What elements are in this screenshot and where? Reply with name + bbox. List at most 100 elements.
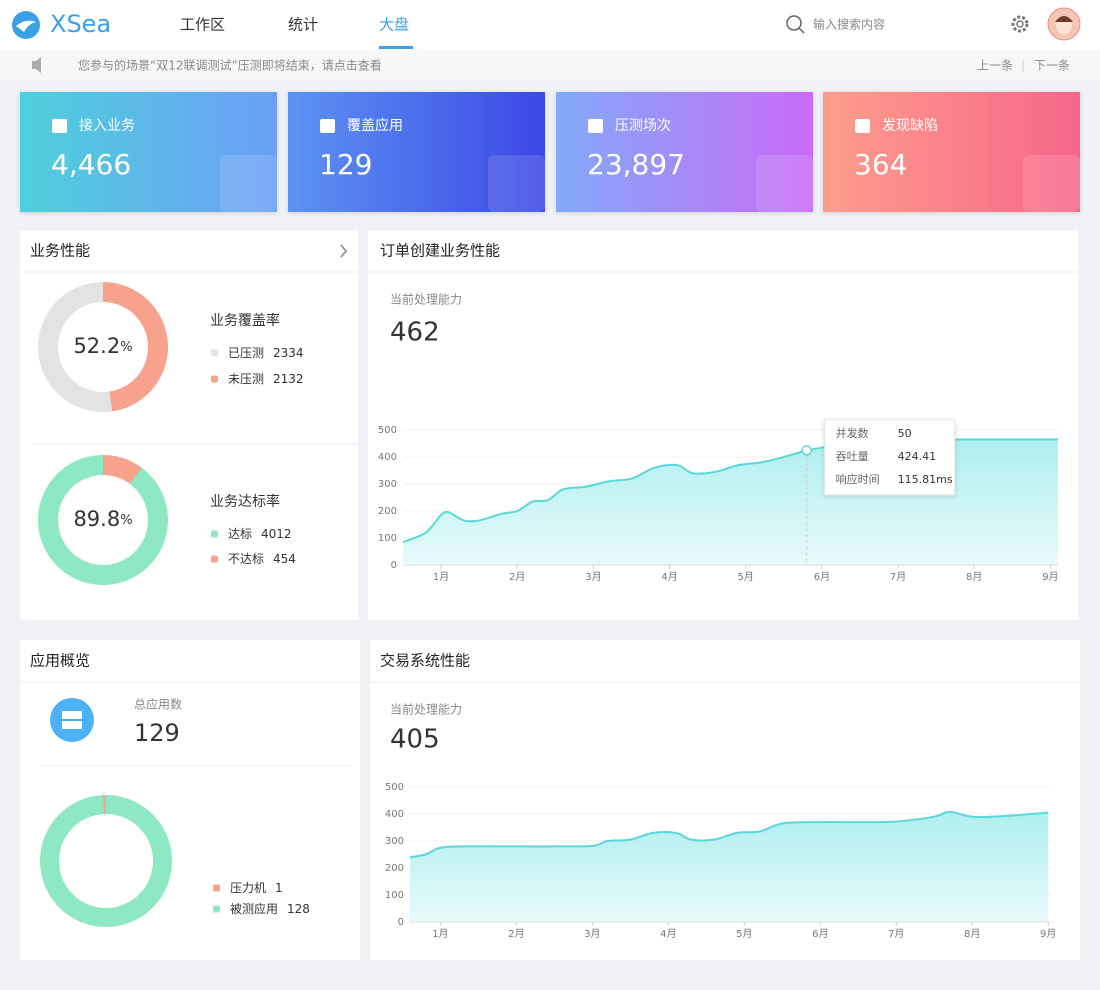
x-tick-label: 5月 (736, 928, 752, 940)
donut-segment (102, 795, 106, 815)
x-tick-label: 1月 (432, 928, 448, 940)
stat-value: 4,466 (51, 148, 131, 181)
legend-entry: 已压测 2334 (228, 346, 304, 360)
legend-entry: 达标 4012 (228, 527, 292, 541)
percent-unit: % (120, 340, 132, 355)
speaker-icon (32, 57, 41, 73)
y-tick-label: 400 (385, 809, 404, 820)
app-icon-glyph (62, 711, 82, 719)
card-bg-icon (488, 155, 545, 212)
x-tick-label: 5月 (738, 571, 754, 583)
stat-label: 发现缺陷 (882, 118, 938, 134)
hover-point (801, 445, 812, 456)
search-icon[interactable] (786, 15, 802, 31)
percent: 89.8 (73, 507, 120, 531)
x-tick-label: 3月 (585, 571, 601, 583)
search-input[interactable]: 输入搜索内容 (813, 17, 885, 32)
legend-value: 1 (275, 881, 283, 895)
y-tick-label: 300 (385, 836, 404, 847)
y-tick-label: 0 (398, 917, 404, 928)
x-tick-label: 6月 (814, 571, 830, 583)
stat-label: 压测场次 (615, 118, 671, 134)
stat-label: 覆盖应用 (347, 117, 403, 134)
app-icon-glyph (62, 721, 82, 729)
legend-swatch (211, 530, 218, 538)
logo: XSea (50, 10, 111, 38)
percent-unit: % (120, 513, 132, 528)
nav-item[interactable]: 统计 (288, 16, 318, 34)
donut-center: 89.8% (73, 507, 132, 531)
card-bg-icon (756, 155, 813, 212)
x-tick-label: 9月 (1042, 571, 1058, 583)
legend-value: 4012 (261, 527, 292, 541)
avatar-hair (1055, 16, 1073, 22)
notice-text[interactable]: 您参与的场景“双12联调测试”压测即将结束，请点击查看 (78, 58, 382, 73)
area-fill (410, 811, 1049, 922)
x-tick-label: 3月 (584, 928, 600, 940)
panel-title: 业务性能 (30, 242, 90, 260)
nav-item-active[interactable]: 大盘 (379, 16, 409, 34)
header (0, 0, 1100, 50)
legend-swatch (213, 905, 220, 913)
next-link[interactable]: 下一条 (1034, 59, 1070, 73)
x-tick-label: 7月 (890, 571, 906, 583)
x-tick-label: 4月 (661, 571, 677, 583)
tooltip-label: 吞吐量 (836, 450, 869, 463)
legend-swatch (211, 555, 218, 563)
metric-label: 当前处理能力 (390, 702, 462, 717)
legend-swatch (211, 349, 218, 357)
legend-entry: 压力机 1 (230, 881, 283, 895)
x-tick-label: 7月 (888, 928, 904, 940)
y-tick-label: 500 (385, 782, 404, 793)
legend-entry: 不达标 454 (228, 552, 296, 566)
settings-icon (1016, 20, 1024, 28)
donut-segment (103, 455, 142, 484)
donut-segment (38, 282, 113, 412)
stat-card (20, 92, 277, 212)
legend-title: 业务覆盖率 (210, 312, 280, 329)
tooltip-label: 响应时间 (836, 472, 880, 486)
settings-icon[interactable] (1011, 15, 1029, 33)
stat-label: 接入业务 (79, 117, 135, 134)
y-tick-label: 300 (378, 479, 397, 490)
prev-link[interactable]: 上一条 (977, 59, 1013, 73)
legend-swatch (211, 375, 218, 383)
percent: 52.2 (73, 334, 120, 358)
card-icon (588, 119, 603, 133)
legend-title: 业务达标率 (210, 493, 280, 510)
card-bg-icon (220, 155, 277, 212)
legend-name: 不达标 (228, 552, 264, 566)
stat-card (288, 92, 545, 212)
legend-value: 454 (273, 552, 296, 566)
x-tick-label: 8月 (964, 928, 980, 940)
nav-item[interactable]: 工作区 (180, 16, 225, 34)
stat-card (556, 92, 813, 212)
stat-value: 364 (854, 148, 907, 181)
x-tick-label: 2月 (509, 571, 525, 583)
chevron[interactable] (340, 244, 347, 258)
tooltip-label: 并发数 (836, 426, 869, 440)
y-tick-label: 400 (378, 452, 397, 463)
legend-name: 达标 (228, 527, 252, 541)
card-icon (52, 119, 67, 133)
panel-title: 交易系统性能 (380, 652, 470, 670)
x-tick-label: 6月 (812, 928, 828, 940)
x-tick-label: 1月 (433, 571, 449, 583)
y-tick-label: 200 (385, 863, 404, 874)
app-icon (50, 698, 94, 742)
legend-name: 已压测 (228, 346, 264, 360)
panel-title: 订单创建业务性能 (380, 242, 500, 260)
x-tick-label: 4月 (660, 928, 676, 940)
donut-segment (37, 455, 169, 585)
card-icon (855, 119, 870, 133)
notice-bar (0, 50, 1100, 80)
donut-center: 52.2% (73, 334, 132, 358)
stat-value: 129 (319, 148, 372, 181)
tooltip-value: 50 (898, 427, 912, 440)
metric-value: 462 (390, 318, 440, 348)
search-icon (798, 27, 805, 34)
legend-value: 2132 (273, 372, 304, 386)
legend-name: 被测应用 (230, 901, 278, 916)
